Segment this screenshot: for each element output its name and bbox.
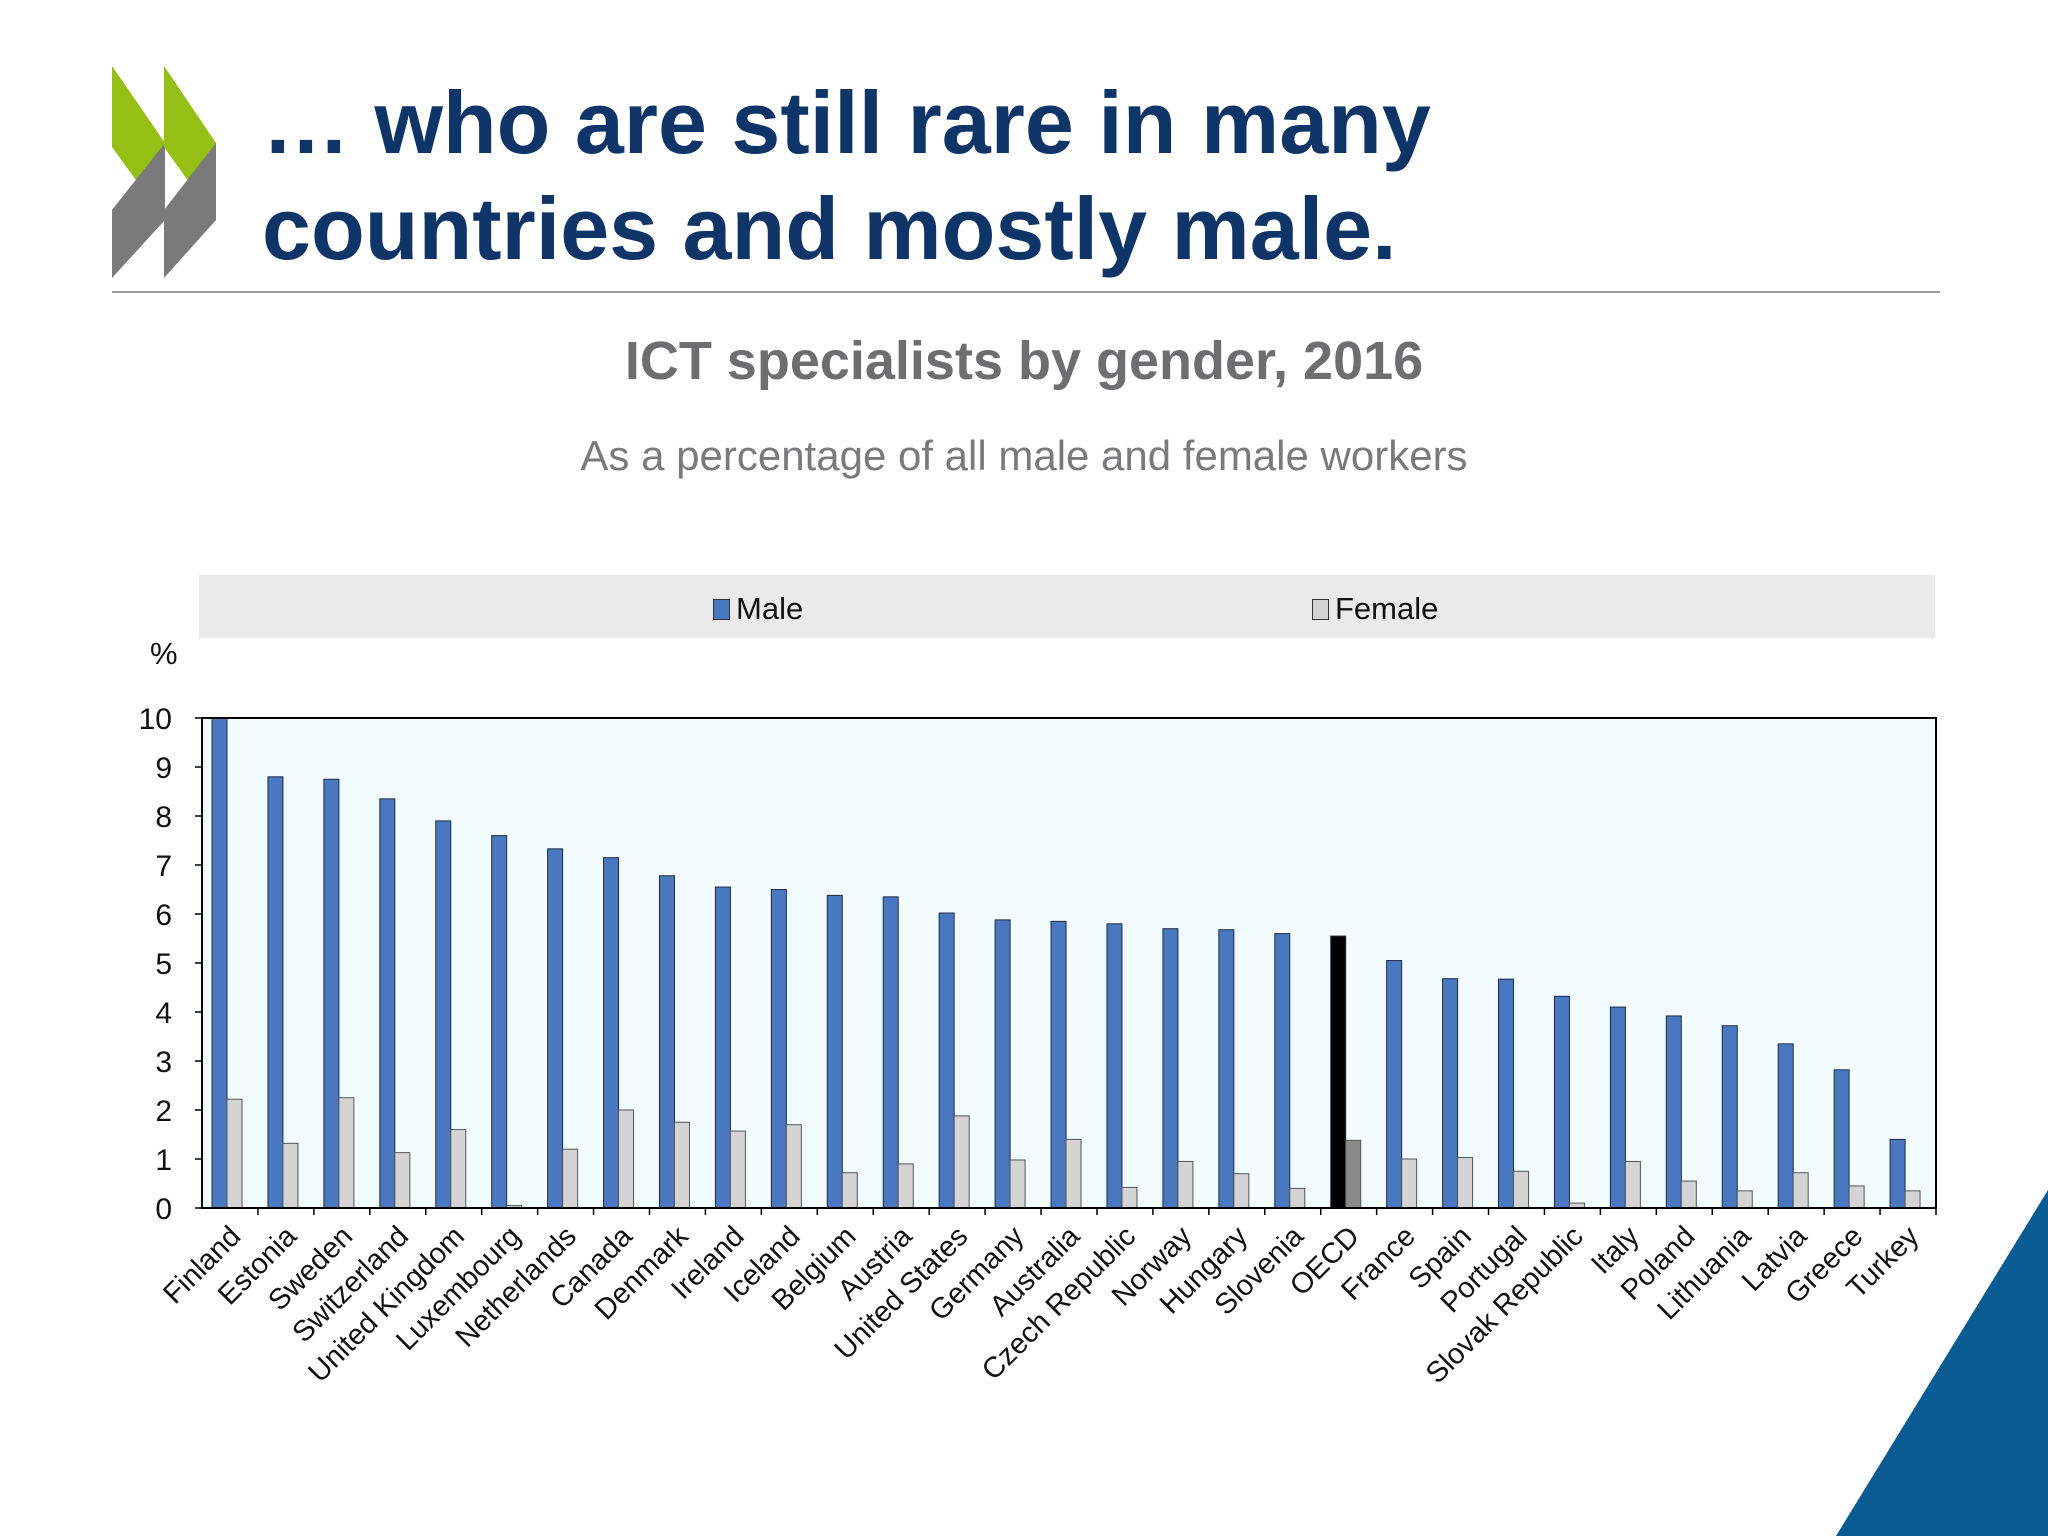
bar-male	[267, 776, 284, 1209]
bar-female	[1345, 1139, 1362, 1209]
bar-female	[953, 1115, 970, 1209]
bar-male	[379, 798, 396, 1209]
bar-female	[1624, 1160, 1641, 1209]
y-tick-label: 3	[155, 1046, 172, 1079]
bar-female	[1904, 1190, 1921, 1209]
bar-female	[226, 1098, 243, 1209]
chart-legend: Male Female	[199, 575, 1935, 638]
y-tick-label: 5	[155, 948, 172, 981]
bar-female	[338, 1097, 355, 1209]
bar-male	[658, 875, 675, 1209]
y-tick-label: 6	[155, 899, 172, 932]
legend-label-male: Male	[736, 591, 804, 626]
bar-female	[1457, 1157, 1474, 1209]
y-tick-label: 8	[155, 801, 172, 834]
bar-male	[1833, 1069, 1850, 1209]
bar-female	[394, 1152, 411, 1209]
bar-female	[1233, 1173, 1250, 1209]
bar-female	[618, 1109, 635, 1209]
bar-female	[1289, 1187, 1306, 1209]
bar-male	[1442, 978, 1459, 1209]
y-tick-label: 10	[139, 703, 172, 736]
bar-female	[1736, 1190, 1753, 1209]
bar-male	[1386, 960, 1403, 1209]
bar-male	[770, 889, 787, 1209]
bar-female	[729, 1130, 746, 1209]
y-tick-label: 0	[155, 1193, 172, 1226]
chart-subtitle: As a percentage of all male and female w…	[580, 432, 1468, 479]
bar-male	[938, 912, 955, 1209]
plot-frame	[201, 717, 1937, 1209]
bar-male	[603, 857, 620, 1209]
bar-female	[562, 1148, 579, 1209]
legend-item-male: Male	[713, 591, 803, 627]
bar-female	[1009, 1159, 1026, 1209]
y-tick-label: 4	[155, 997, 172, 1030]
bar-male	[1274, 933, 1291, 1209]
slide-title-line2: countries and mostly male.	[262, 179, 1397, 278]
bar-male	[547, 848, 564, 1209]
bar-male	[714, 886, 731, 1209]
y-tick-label: 1	[155, 1144, 172, 1177]
bar-female	[673, 1121, 690, 1209]
bar-male	[491, 835, 508, 1209]
bar-female	[785, 1124, 802, 1209]
bar-male	[1553, 995, 1570, 1209]
bar-male	[1498, 978, 1515, 1209]
bar-female	[450, 1129, 467, 1209]
bar-female	[1065, 1138, 1082, 1209]
bar-female	[1401, 1158, 1418, 1209]
bar-female	[1792, 1172, 1809, 1209]
bar-male	[1162, 928, 1179, 1209]
bar-male	[1218, 929, 1235, 1209]
bar-female	[841, 1172, 858, 1209]
slide-title-line1: … who are still rare in many	[262, 73, 1431, 172]
y-axis-unit: %	[150, 636, 178, 671]
bar-male	[826, 894, 843, 1209]
bar-male	[882, 896, 899, 1209]
bar-male	[1330, 935, 1347, 1209]
legend-swatch-female	[1312, 598, 1329, 620]
chevron-grey-2	[164, 143, 216, 278]
chart-title: ICT specialists by gender, 2016	[624, 331, 1424, 391]
bar-female	[1177, 1160, 1194, 1209]
plot-area	[202, 718, 1936, 1208]
bar-male	[1050, 920, 1067, 1209]
bar-male	[1106, 923, 1123, 1209]
legend-swatch-male	[713, 598, 730, 620]
bar-female	[1513, 1170, 1530, 1209]
bar-female	[897, 1163, 914, 1209]
bar-male	[1721, 1025, 1738, 1209]
bar-female	[1848, 1185, 1865, 1209]
slide-title: … who are still rare in many countries a…	[262, 70, 1762, 282]
y-tick-label: 9	[155, 752, 172, 785]
bar-male	[994, 919, 1011, 1209]
bar-female	[282, 1142, 299, 1209]
title-divider	[112, 291, 1940, 293]
bar-female	[1680, 1180, 1697, 1209]
bar-male	[1777, 1043, 1794, 1209]
bar-female	[1121, 1186, 1138, 1209]
y-tick-label: 2	[155, 1095, 172, 1128]
bar-male	[211, 717, 228, 1209]
y-tick-label: 7	[155, 850, 172, 883]
legend-item-female: Female	[1312, 591, 1438, 627]
bar-male	[435, 820, 452, 1209]
legend-label-female: Female	[1335, 591, 1439, 626]
bar-male	[1665, 1015, 1682, 1209]
bar-male	[1889, 1138, 1906, 1209]
chevron-grey-1	[112, 143, 165, 278]
bar-male	[1609, 1006, 1626, 1209]
bar-male	[323, 778, 340, 1209]
logo-chevrons	[112, 66, 216, 278]
